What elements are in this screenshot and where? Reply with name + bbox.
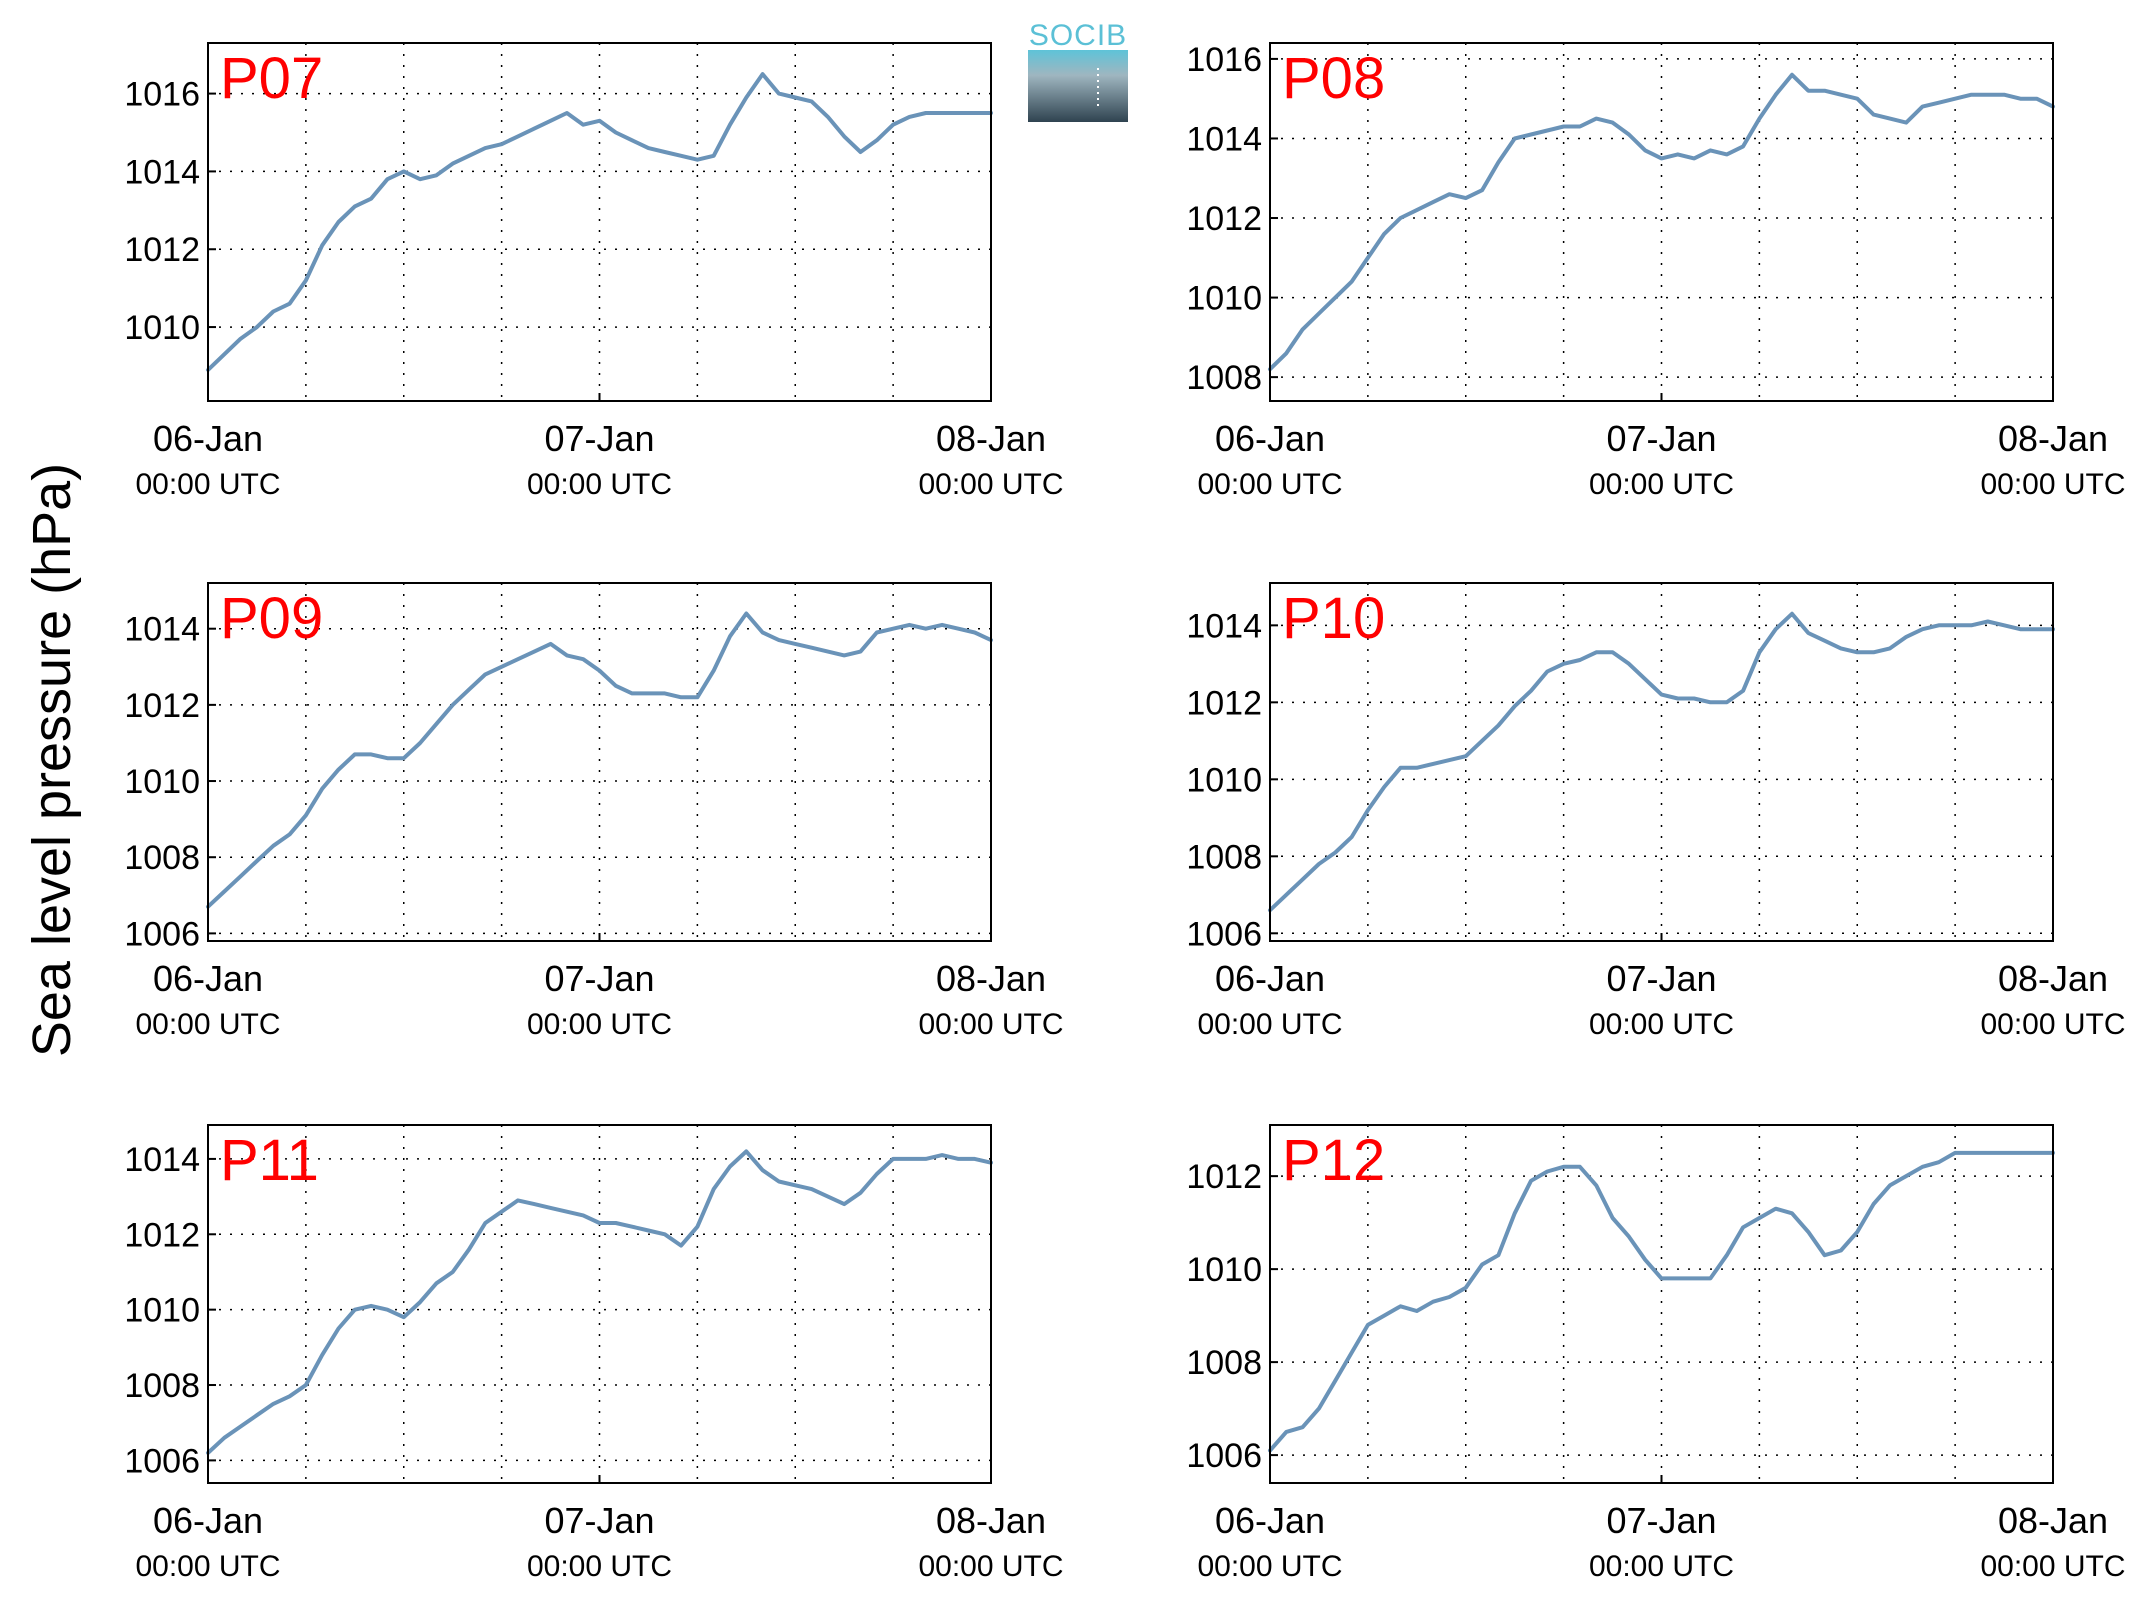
x-tick-label-date: 06-Jan	[1215, 958, 1325, 999]
y-tick-label: 1006	[124, 1442, 200, 1480]
x-tick-label-date: 06-Jan	[153, 418, 263, 459]
x-tick-label-date: 08-Jan	[1998, 1500, 2108, 1541]
x-tick-label-time: 00:00 UTC	[918, 1008, 1063, 1041]
y-tick-label: 1014	[124, 611, 200, 649]
panel-p09: 1006 1008 1010 1012 1014 06-Jan 00:00 UTC 07-Ja…	[124, 582, 1064, 1041]
panel-title: P12	[1282, 1128, 1385, 1193]
axes-frame	[207, 42, 992, 402]
axes-frame	[207, 582, 992, 942]
x-tick-label-time: 00:00 UTC	[527, 1008, 672, 1041]
y-tick-label: 1010	[124, 763, 200, 801]
x-tick-label-date: 08-Jan	[1998, 958, 2108, 999]
x-tick-label-time: 00:00 UTC	[1980, 1550, 2125, 1583]
panel-p07: 1010 1012 1014 1016 06-Jan 00:00 UTC 07-Jan 00:…	[124, 42, 1064, 501]
pressure-series-line	[206, 611, 993, 909]
y-tick-label: 1006	[1186, 915, 1262, 953]
panel-title: P07	[220, 46, 323, 111]
panel-title: P08	[1282, 46, 1385, 111]
x-tick-label-time: 00:00 UTC	[135, 1008, 280, 1041]
y-tick-label: 1008	[1186, 1344, 1262, 1382]
panel-title: P09	[220, 586, 323, 651]
x-tick-label-date: 08-Jan	[936, 418, 1046, 459]
pressure-series-line	[1268, 611, 2055, 913]
y-tick-label: 1014	[124, 153, 200, 191]
socib-logo: SOCIB	[1028, 19, 1128, 122]
x-tick-label-date: 07-Jan	[544, 958, 654, 999]
x-tick-label-time: 00:00 UTC	[1589, 1008, 1734, 1041]
panel-title: P10	[1282, 586, 1385, 651]
y-tick-label: 1010	[1186, 1251, 1262, 1289]
axes-frame	[1269, 1124, 2054, 1484]
y-tick-label: 1010	[1186, 761, 1262, 799]
panel-p08: 1008 1010 1012 1014 1016 06-Jan 00:00 UTC 07-Ja…	[1186, 41, 2125, 501]
y-tick-label: 1006	[1186, 1437, 1262, 1475]
pressure-series-line	[1268, 72, 2055, 372]
axes-frame	[1269, 582, 2054, 942]
panels: 1010 1012 1014 1016 06-Jan 00:00 UTC 07-Jan 00:…	[124, 41, 2125, 1583]
x-tick-label-date: 07-Jan	[544, 418, 654, 459]
y-tick-label: 1008	[1186, 359, 1262, 397]
y-tick-label: 1008	[124, 839, 200, 877]
x-tick-label-date: 06-Jan	[153, 958, 263, 999]
y-tick-label: 1010	[124, 1292, 200, 1330]
x-tick-label-time: 00:00 UTC	[1197, 468, 1342, 501]
y-tick-label: 1014	[124, 1141, 200, 1179]
panel-p12: 1006 1008 1010 1012 06-Jan 00:00 UTC 07-Jan 00:…	[1186, 1124, 2126, 1583]
x-tick-label-date: 07-Jan	[1606, 418, 1716, 459]
x-tick-label-time: 00:00 UTC	[1197, 1008, 1342, 1041]
x-tick-label-time: 00:00 UTC	[527, 1550, 672, 1583]
x-tick-label-time: 00:00 UTC	[1197, 1550, 1342, 1583]
x-tick-label-time: 00:00 UTC	[1589, 1550, 1734, 1583]
panel-p10: 1006 1008 1010 1012 1014 06-Jan 00:00 UTC 07-Ja…	[1186, 582, 2126, 1041]
logo-text: SOCIB	[1029, 19, 1127, 52]
x-tick-label-date: 07-Jan	[1606, 1500, 1716, 1541]
x-tick-label-time: 00:00 UTC	[135, 468, 280, 501]
axes-frame	[1269, 42, 2054, 402]
x-tick-label-date: 08-Jan	[1998, 418, 2108, 459]
x-tick-label-time: 00:00 UTC	[1980, 468, 2125, 501]
pressure-series-line	[206, 1149, 993, 1455]
pressure-series-line	[206, 72, 993, 372]
y-tick-label: 1012	[1186, 200, 1262, 238]
x-tick-label-date: 06-Jan	[1215, 418, 1325, 459]
panel-title: P11	[220, 1128, 319, 1193]
x-tick-label-date: 07-Jan	[1606, 958, 1716, 999]
y-tick-label: 1008	[124, 1367, 200, 1405]
logo-box	[1028, 50, 1128, 122]
x-tick-label-date: 06-Jan	[1215, 1500, 1325, 1541]
y-tick-label: 1010	[1186, 280, 1262, 318]
x-tick-label-time: 00:00 UTC	[527, 468, 672, 501]
y-tick-label: 1012	[1186, 1158, 1262, 1196]
y-tick-label: 1016	[1186, 41, 1262, 79]
y-axis-label: Sea level pressure (hPa)	[22, 463, 82, 1057]
y-tick-label: 1012	[124, 231, 200, 269]
y-tick-label: 1008	[1186, 838, 1262, 876]
x-tick-label-date: 08-Jan	[936, 958, 1046, 999]
y-tick-label: 1016	[124, 76, 200, 114]
y-tick-label: 1012	[124, 687, 200, 725]
x-tick-label-time: 00:00 UTC	[918, 468, 1063, 501]
x-tick-label-date: 07-Jan	[544, 1500, 654, 1541]
x-tick-label-time: 00:00 UTC	[135, 1550, 280, 1583]
x-tick-label-date: 08-Jan	[936, 1500, 1046, 1541]
x-tick-label-time: 00:00 UTC	[1589, 468, 1734, 501]
y-tick-label: 1012	[124, 1216, 200, 1254]
x-tick-label-time: 00:00 UTC	[918, 1550, 1063, 1583]
x-tick-label-time: 00:00 UTC	[1980, 1008, 2125, 1041]
pressure-series-line	[1268, 1150, 2055, 1453]
x-tick-label-date: 06-Jan	[153, 1500, 263, 1541]
y-tick-label: 1010	[124, 309, 200, 347]
y-tick-label: 1006	[124, 915, 200, 953]
panel-p11: 1006 1008 1010 1012 1014 06-Jan 00:00 UTC 07-Ja…	[124, 1124, 1064, 1583]
y-tick-label: 1014	[1186, 120, 1262, 158]
y-tick-label: 1014	[1186, 607, 1262, 645]
axes-frame	[207, 1124, 992, 1484]
y-tick-label: 1012	[1186, 684, 1262, 722]
